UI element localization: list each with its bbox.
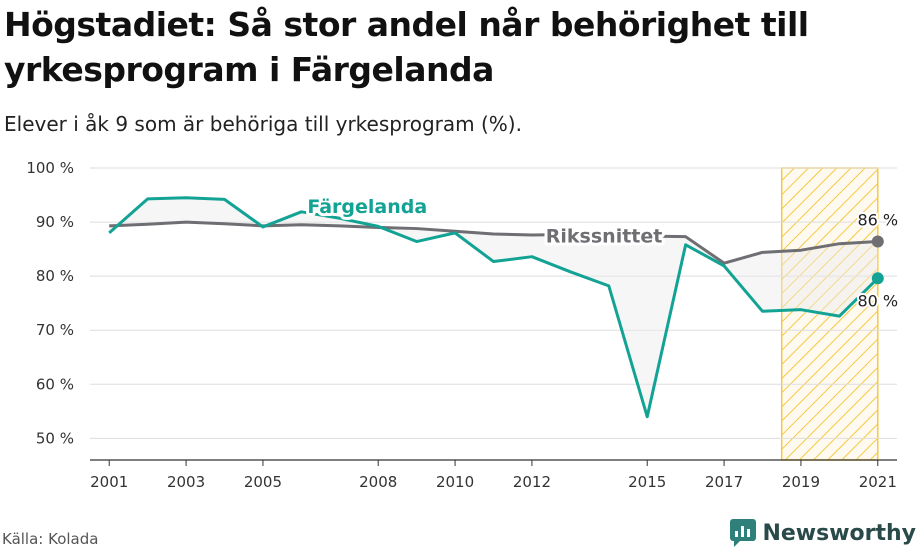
x-tick-label: 2012	[513, 473, 551, 491]
x-tick-label: 2017	[705, 473, 743, 491]
series-label-fargelanda: Färgelanda	[307, 196, 427, 218]
y-tick-label: 70 %	[36, 321, 74, 339]
x-tick-label: 2008	[359, 473, 397, 491]
x-tick-label: 2021	[859, 473, 897, 491]
y-tick-label: 50 %	[36, 429, 74, 447]
brand-logo: Newsworthy	[730, 519, 916, 547]
brand-name: Newsworthy	[762, 520, 916, 546]
y-tick-label: 80 %	[36, 267, 74, 285]
x-tick-label: 2015	[628, 473, 666, 491]
x-tick-label: 2001	[90, 473, 128, 491]
series-line-fargelanda	[108, 196, 879, 419]
gap-area	[109, 197, 878, 417]
y-tick-label: 90 %	[36, 213, 74, 231]
chart-title: Högstadiet: Så stor andel når behörighet…	[4, 5, 809, 89]
end-value-label-rikssnittet: 86 %	[857, 211, 898, 230]
newsworthy-icon	[730, 519, 757, 547]
highlight-band	[780, 167, 879, 461]
source-note: Källa: Kolada	[2, 530, 99, 548]
end-value-label-fargelanda: 80 %	[857, 291, 898, 310]
end-point-rikssnittet	[871, 235, 884, 248]
x-tick-label: 2019	[782, 473, 820, 491]
series-label-rikssnittet: Rikssnittet	[546, 226, 663, 248]
end-point-fargelanda	[871, 272, 884, 285]
y-tick-label: 60 %	[36, 375, 74, 393]
x-tick-label: 2003	[167, 473, 205, 491]
chart-subtitle: Elever i åk 9 som är behöriga till yrkes…	[4, 112, 522, 136]
y-tick-label: 100 %	[26, 159, 74, 177]
x-tick-label: 2005	[244, 473, 282, 491]
x-tick-label: 2010	[436, 473, 474, 491]
series-line-rikssnittet	[109, 220, 878, 265]
